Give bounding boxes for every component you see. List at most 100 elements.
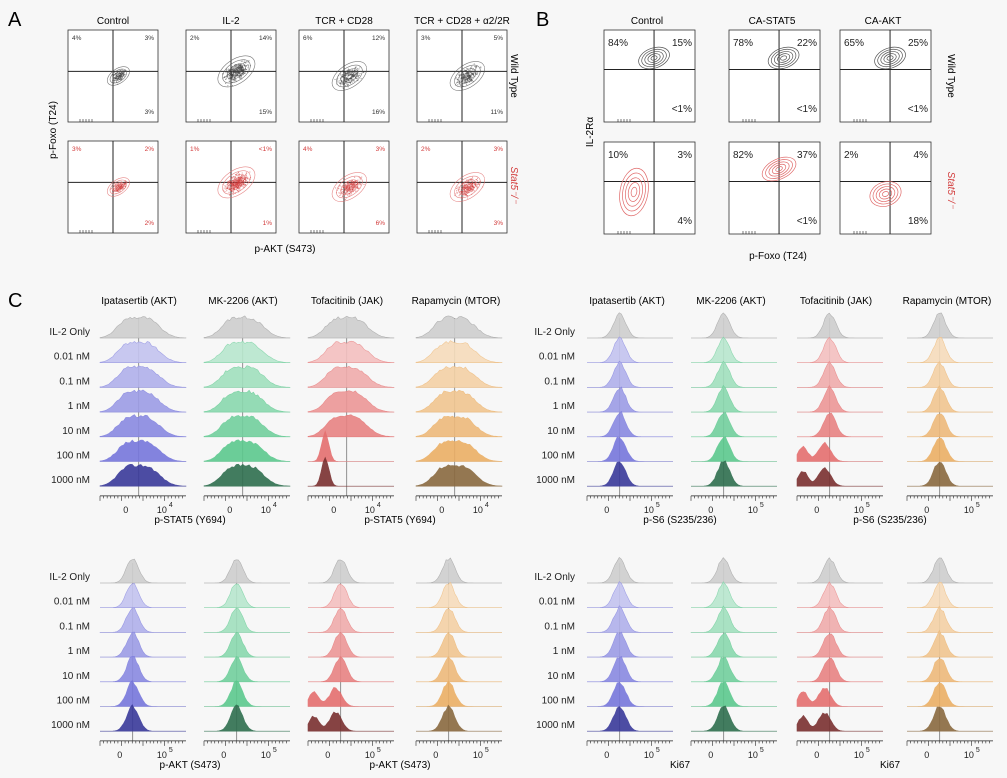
c-histogram [99, 414, 187, 438]
a-dot [460, 80, 462, 82]
a-dot [476, 188, 478, 190]
a-contour [115, 184, 122, 190]
a-dot [475, 183, 477, 185]
a-contour [109, 179, 128, 195]
a-dot [464, 80, 466, 82]
a-dot [344, 74, 346, 76]
c-histogram [204, 583, 290, 608]
a-dot [229, 73, 231, 75]
a-dot [349, 71, 351, 73]
a-dot [476, 66, 478, 68]
b-contour [630, 186, 638, 198]
a-pct-upper-left: 2% [190, 35, 200, 42]
a-dot [124, 183, 126, 185]
a-dot [234, 75, 236, 77]
a-dot [238, 67, 240, 69]
a-dot [472, 187, 474, 189]
a-dot [114, 77, 116, 79]
b-pct-upper-right: 37% [797, 150, 817, 161]
a-dot [246, 61, 248, 63]
a-dot [245, 68, 247, 70]
c-condition-label: 1000 nM [51, 720, 90, 731]
a-dot [235, 182, 237, 184]
c-condition-label: 0.1 nM [59, 621, 90, 632]
b-plot-r1-c0: 10% 3% 4% [603, 141, 696, 235]
a-dot [468, 191, 470, 193]
a-dot [240, 67, 242, 69]
a-dot [354, 67, 356, 69]
a-dot [346, 188, 348, 190]
a-dot [236, 185, 238, 187]
a-pct-upper-right: 5% [494, 35, 504, 42]
a-dot [463, 69, 465, 71]
a-dot [469, 186, 471, 188]
a-dot [246, 176, 248, 178]
a-dot [348, 70, 350, 72]
a-dot [232, 184, 234, 186]
a-dot [232, 194, 234, 196]
c-histogram [691, 605, 777, 633]
c-tick-exponent: 5 [656, 747, 660, 754]
a-dot [469, 185, 471, 187]
a-dot [467, 190, 469, 192]
b-pct-upper-right: 3% [678, 150, 693, 161]
a-dot [360, 78, 362, 80]
c-tick-zero: 0 [123, 505, 128, 515]
a-dot [116, 81, 118, 83]
a-dot [465, 193, 467, 195]
c-tick-max: 10 [157, 505, 167, 515]
c-xlabel-ps6-2: p-S6 (S235/236) [853, 515, 926, 526]
a-dot [236, 74, 238, 76]
a-dot [115, 187, 117, 189]
c-xlabel-pakt-1: p-AKT (S473) [160, 760, 221, 771]
a-dot [345, 81, 347, 83]
a-dot [120, 183, 122, 185]
a-dot [232, 180, 234, 182]
a-dot [240, 175, 242, 177]
a-dot [119, 75, 121, 77]
a-dot [354, 75, 356, 77]
a-dot [232, 187, 234, 189]
a-dot [241, 180, 243, 182]
a-dot [116, 78, 118, 80]
a-dot [347, 80, 349, 82]
a-dot [356, 70, 358, 72]
a-dot [242, 62, 244, 64]
a-dot [456, 82, 458, 84]
a-dot [335, 187, 337, 189]
c-histogram [797, 633, 883, 658]
a-contour [106, 177, 130, 197]
c-tick-zero: 0 [814, 505, 819, 515]
a-plot-r1-c1: 1% <1% 1% [185, 140, 277, 234]
a-pct-upper-left: 6% [303, 35, 313, 42]
a-dot [240, 63, 242, 65]
c-histogram [797, 360, 883, 388]
a-dot [350, 69, 352, 71]
a-contour [109, 68, 128, 84]
a-dot [343, 189, 345, 191]
c-xlabel-pstat5-2: p-STAT5 (Y694) [364, 515, 435, 526]
a-dot [243, 64, 245, 66]
a-dot [230, 74, 232, 76]
a-dot [340, 84, 342, 86]
a-dot [467, 72, 469, 74]
c-condition-label: 1000 nM [51, 475, 90, 486]
a-dot [238, 177, 240, 179]
a-dot [117, 184, 119, 186]
a-dot [233, 74, 235, 76]
a-dot [234, 177, 236, 179]
a-dot [234, 69, 236, 71]
a-dot [469, 70, 471, 72]
a-dot [460, 190, 462, 192]
a-dot [238, 185, 240, 187]
a-dot [235, 64, 237, 66]
c-xlabel-pstat5-1: p-STAT5 (Y694) [154, 515, 225, 526]
c-histogram [691, 411, 777, 438]
c-histogram [307, 456, 394, 487]
a-dot [117, 189, 119, 191]
a-dot [232, 75, 234, 77]
a-dot [121, 186, 123, 188]
c-xlabel-ki67-2: Ki67 [880, 760, 900, 771]
a-dot [233, 185, 235, 187]
a-dot [236, 185, 238, 187]
